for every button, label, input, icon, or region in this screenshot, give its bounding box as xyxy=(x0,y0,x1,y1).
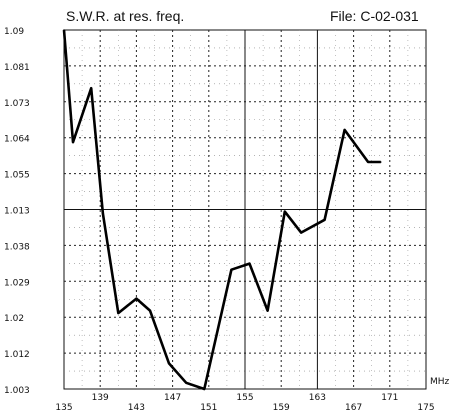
x-tick-label: 155 xyxy=(236,393,253,403)
data-point xyxy=(379,161,382,163)
data-point xyxy=(63,29,65,31)
y-axis-ticks: 1.09 1.081 1.073 1.064 1.055 1.013 1.038 1.029 1… xyxy=(4,27,30,396)
data-point xyxy=(135,297,138,300)
x-tick-label: 135 xyxy=(55,403,72,413)
data-point xyxy=(367,161,369,163)
data-point xyxy=(72,141,74,144)
data-point xyxy=(323,219,326,221)
data-point xyxy=(168,362,170,365)
data-point xyxy=(90,87,92,89)
swr-series xyxy=(62,29,382,391)
y-tick-label: 1.064 xyxy=(4,135,30,145)
x-tick-label: 147 xyxy=(164,393,181,403)
file-label: File: C-02-031 xyxy=(330,8,419,24)
x-tick-label: 163 xyxy=(309,393,326,403)
x-tick-label: 139 xyxy=(92,393,109,403)
x-axis-unit: MHz xyxy=(430,377,450,387)
y-tick-label: 1.013 xyxy=(4,207,30,217)
data-point xyxy=(117,312,120,314)
y-tick-label: 1.09 xyxy=(4,27,24,37)
y-tick-label: 1.029 xyxy=(4,278,30,288)
data-point xyxy=(248,262,251,265)
chart-title: S.W.R. at res. freq. xyxy=(66,8,184,24)
y-tick-label: 1.003 xyxy=(4,386,30,396)
y-tick-label: 1.055 xyxy=(4,171,30,181)
x-tick-label: 175 xyxy=(417,403,434,413)
data-point xyxy=(266,309,269,312)
data-point xyxy=(203,388,206,390)
x-tick-label: 167 xyxy=(345,403,362,413)
x-axis-ticks: 135 139 143 147 151 155 159 163 167 171 175 xyxy=(55,393,434,413)
y-tick-label: 1.081 xyxy=(4,63,30,73)
data-point xyxy=(149,309,151,312)
y-tick-label: 1.02 xyxy=(4,314,24,324)
y-tick-label: 1.038 xyxy=(4,242,30,252)
x-tick-label: 143 xyxy=(128,403,145,413)
x-tick-label: 159 xyxy=(273,403,290,413)
y-tick-label: 1.012 xyxy=(4,350,30,360)
data-point xyxy=(230,268,233,271)
x-tick-label: 151 xyxy=(200,403,217,413)
data-point xyxy=(343,129,346,131)
data-point xyxy=(185,382,187,384)
data-point xyxy=(102,212,104,215)
plot-grid xyxy=(63,29,427,390)
x-tick-label: 171 xyxy=(381,393,398,403)
data-point xyxy=(300,231,302,234)
y-tick-label: 1.073 xyxy=(4,99,30,109)
data-point xyxy=(284,210,286,213)
